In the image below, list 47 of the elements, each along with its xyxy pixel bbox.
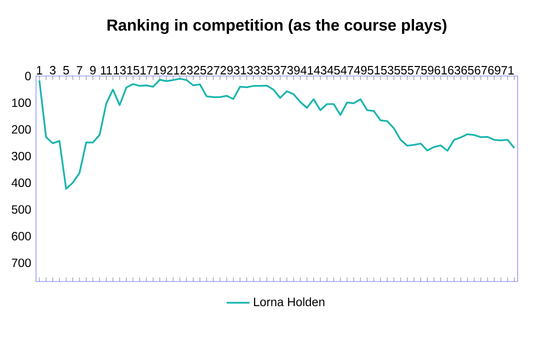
x-tick-label: 65	[461, 66, 474, 74]
x-tick-label: 13	[114, 66, 126, 74]
x-tick-label: 67	[474, 66, 487, 74]
x-tick-label: 21	[167, 66, 180, 74]
x-tick-label: 55	[394, 66, 407, 74]
x-tick-label: 19	[154, 66, 166, 74]
x-tick-label: 45	[327, 66, 340, 74]
x-tick-label: 71	[502, 66, 514, 74]
x-tick-label: 51	[368, 66, 380, 74]
x-tick-label: 7	[76, 66, 82, 74]
y-tick-label: 200	[12, 125, 31, 134]
x-tick-label: 23	[180, 66, 193, 74]
x-tick-label: 53	[381, 66, 394, 74]
legend-label: Lorna Holden	[254, 297, 324, 306]
x-tick-label: 31	[234, 66, 246, 74]
x-tick-label: 25	[194, 66, 206, 74]
x-tick-label: 11	[100, 66, 112, 74]
x-tick-label: 49	[354, 66, 367, 74]
x-tick-label: 41	[300, 66, 314, 74]
x-tick-label: 61	[434, 66, 447, 74]
x-tick-label: 69	[488, 66, 500, 74]
x-tick-label: 35	[260, 66, 273, 74]
x-tick-label: 1	[36, 66, 42, 74]
x-tick-label: 47	[340, 66, 354, 74]
line-series	[38, 78, 516, 190]
y-tick-label: 0	[25, 72, 31, 80]
x-tick-label: 43	[314, 66, 326, 74]
x-tick-label: 39	[287, 66, 300, 74]
x-tick-label: 27	[207, 66, 220, 74]
y-tick-label: 700	[12, 258, 31, 267]
y-tick-label: 400	[12, 178, 31, 187]
x-tick-label: 9	[90, 66, 96, 74]
x-tick-label: 59	[421, 66, 434, 74]
x-tick-label: 57	[408, 66, 420, 74]
x-tick-label: 17	[140, 66, 152, 74]
y-tick-label: 300	[12, 152, 31, 160]
x-tick-label: 5	[63, 66, 69, 74]
x-tick-label: 33	[247, 66, 260, 74]
x-tick-label: 29	[220, 66, 233, 74]
y-tick-label: 600	[12, 232, 31, 240]
chart-title: Ranking in competition (as the course plays)	[108, 18, 446, 34]
x-tick-label: 3	[50, 66, 56, 74]
y-tick-label: 500	[12, 205, 31, 214]
x-tick-label: 63	[448, 66, 460, 74]
x-tick-label: 15	[127, 66, 140, 74]
x-tick-label: 37	[274, 66, 286, 74]
y-tick-label: 100	[12, 98, 31, 107]
